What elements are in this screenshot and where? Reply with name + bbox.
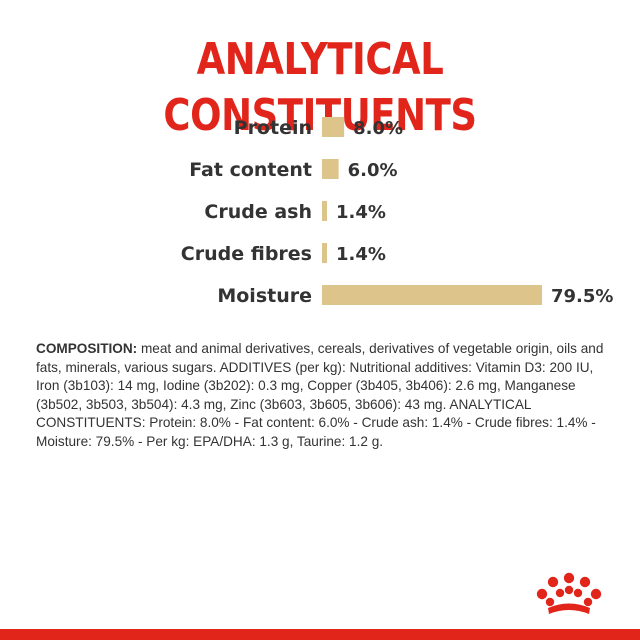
page-title: ANALYTICAL CONSTITUENTS [163,34,477,141]
category-label: Crude ash [204,201,312,223]
value-label: 6.0% [348,160,398,181]
crown-logo-icon [536,572,602,614]
category-label: Protein [234,117,312,139]
value-label: 79.5% [551,286,613,307]
constituents-bar-chart: Protein 8.0% Fat content 6.0% Crude ash 1.4% C… [181,117,613,307]
category-label: Fat content [189,159,312,181]
composition-body: meat and animal derivatives, cereals, de… [36,341,604,449]
bar-protein [322,117,345,137]
composition-text: COMPOSITION: meat and animal derivatives… [36,340,616,451]
bar-fat-content [322,159,339,179]
bar-moisture [322,285,542,305]
value-label: 8.0% [353,118,403,139]
bar-crude-ash [322,201,327,221]
bottom-brand-bar [0,629,640,640]
category-label: Moisture [217,285,312,307]
value-label: 1.4% [336,244,386,265]
composition-lead: COMPOSITION: [36,341,138,356]
bar-crude-fibres [322,243,327,263]
category-label: Crude fibres [181,243,312,265]
value-label: 1.4% [336,202,386,223]
